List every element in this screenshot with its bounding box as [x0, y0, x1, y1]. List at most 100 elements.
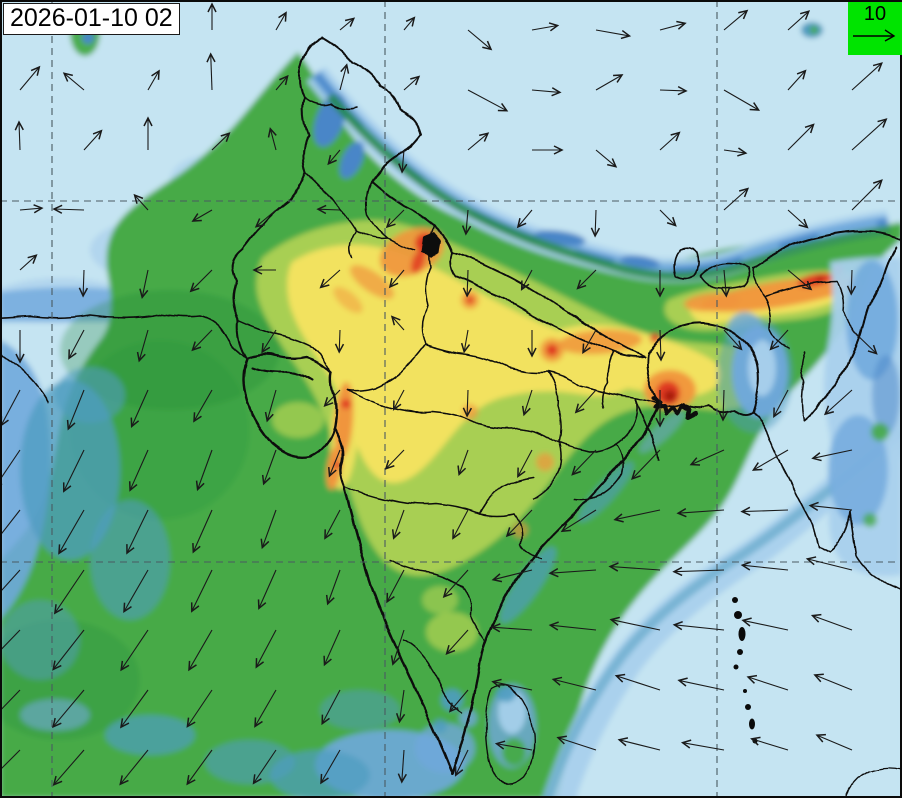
wind-arrow	[659, 20, 687, 31]
wind-arrow	[395, 689, 406, 724]
wind-arrow	[590, 209, 601, 238]
wind-arrow	[254, 209, 277, 228]
wind-arrow	[403, 75, 421, 91]
wind-arrow	[851, 118, 888, 151]
wind-arrow	[445, 629, 469, 656]
state-boundaries	[237, 97, 859, 713]
wind-arrow	[452, 509, 469, 540]
wind-arrow	[613, 509, 661, 523]
wind-arrow	[206, 52, 216, 91]
wind-arrow	[723, 89, 761, 111]
wind-arrow	[520, 269, 533, 291]
wind-arrow	[392, 389, 405, 411]
wind-arrow	[595, 74, 624, 91]
wind-arrow	[386, 569, 405, 604]
wind-arrow	[190, 569, 213, 613]
wind-arrow	[398, 149, 408, 174]
wind-arrow	[188, 629, 213, 672]
wind-arrow	[467, 132, 490, 151]
wind-arrow	[334, 329, 345, 354]
wind-scale-arrow-icon	[853, 29, 896, 42]
wind-arrow	[659, 209, 677, 227]
wind-arrow	[192, 509, 213, 554]
wind-arrow	[195, 449, 213, 492]
wind-arrow	[521, 389, 533, 417]
wind-arrow	[19, 254, 38, 271]
wind-arrow	[52, 204, 85, 214]
wind-arrow	[390, 629, 405, 666]
wind-arrow	[556, 735, 597, 751]
wind-arrow	[403, 16, 416, 31]
wind-arrow	[324, 509, 341, 540]
wind-arrow	[147, 69, 160, 91]
wind-arrow	[851, 179, 883, 211]
wind-arrow	[548, 568, 597, 578]
wind-arrow	[810, 613, 853, 631]
wind-arrow	[454, 749, 469, 777]
wind-arrow	[517, 449, 533, 478]
wind-arrow	[323, 629, 341, 667]
wind-arrow	[264, 389, 277, 423]
wind-arrow	[723, 187, 750, 211]
wind-arrow	[656, 329, 666, 362]
wind-arrow	[676, 508, 725, 518]
wind-arrow	[595, 149, 618, 168]
wind-arrow	[531, 87, 562, 97]
wind-arrow	[58, 509, 85, 555]
wind-arrow	[186, 749, 213, 786]
wind-arrow	[846, 269, 857, 296]
sumatra-coastline	[845, 767, 902, 798]
wind-arrow	[823, 389, 853, 416]
wind-arrow	[390, 315, 405, 331]
wind-arrow	[193, 389, 213, 423]
wind-arrow	[123, 569, 149, 614]
wind-arrow	[551, 676, 597, 691]
wind-arrow	[787, 69, 807, 91]
wind-arrow	[252, 749, 277, 785]
wind-arrow	[325, 569, 341, 606]
wind-arrow	[316, 204, 341, 215]
wind-arrow	[120, 629, 149, 672]
wind-arrow	[490, 623, 533, 633]
political-boundaries	[0, 37, 902, 798]
wind-arrow	[574, 389, 597, 414]
orange-hotspots	[326, 227, 860, 538]
wind-arrow	[0, 449, 21, 490]
wind-arrow	[261, 449, 277, 486]
wind-arrow	[491, 678, 533, 691]
wind-arrow	[260, 509, 277, 550]
wind-arrow	[773, 389, 789, 418]
wind-arrow	[677, 677, 725, 691]
wind-arrow	[0, 689, 21, 712]
myanmar-blue-region	[824, 257, 902, 577]
wind-arrow	[211, 132, 231, 151]
wind-arrow	[460, 329, 471, 354]
wind-arrow	[680, 739, 725, 751]
wind-arrow	[740, 561, 789, 571]
wind-arrow	[851, 329, 878, 355]
wind-arrow	[494, 740, 533, 751]
wind-arrow	[139, 269, 149, 300]
wind-arrow	[811, 449, 853, 462]
wind-arrow	[769, 329, 789, 351]
wind-arrow	[68, 329, 85, 360]
wind-arrow	[397, 749, 407, 784]
wind-arrow	[750, 736, 789, 751]
wind-arrow	[255, 629, 277, 669]
wind-arrow	[78, 269, 89, 298]
wind-arrow	[52, 689, 85, 729]
wind-arrow	[576, 269, 597, 290]
wind-arrow	[327, 149, 341, 166]
wind-arrow	[787, 209, 809, 229]
wind-arrow	[787, 10, 811, 31]
wind-scale-legend: 10	[848, 2, 902, 55]
timestamp-text: 2026-01-10 02	[10, 4, 173, 32]
wind-arrow	[83, 129, 103, 151]
wind-arrow	[595, 29, 632, 40]
wind-arrow	[191, 329, 213, 352]
wind-arrow	[723, 147, 748, 157]
wind-arrow	[467, 89, 509, 112]
wind-arrow	[136, 329, 149, 363]
